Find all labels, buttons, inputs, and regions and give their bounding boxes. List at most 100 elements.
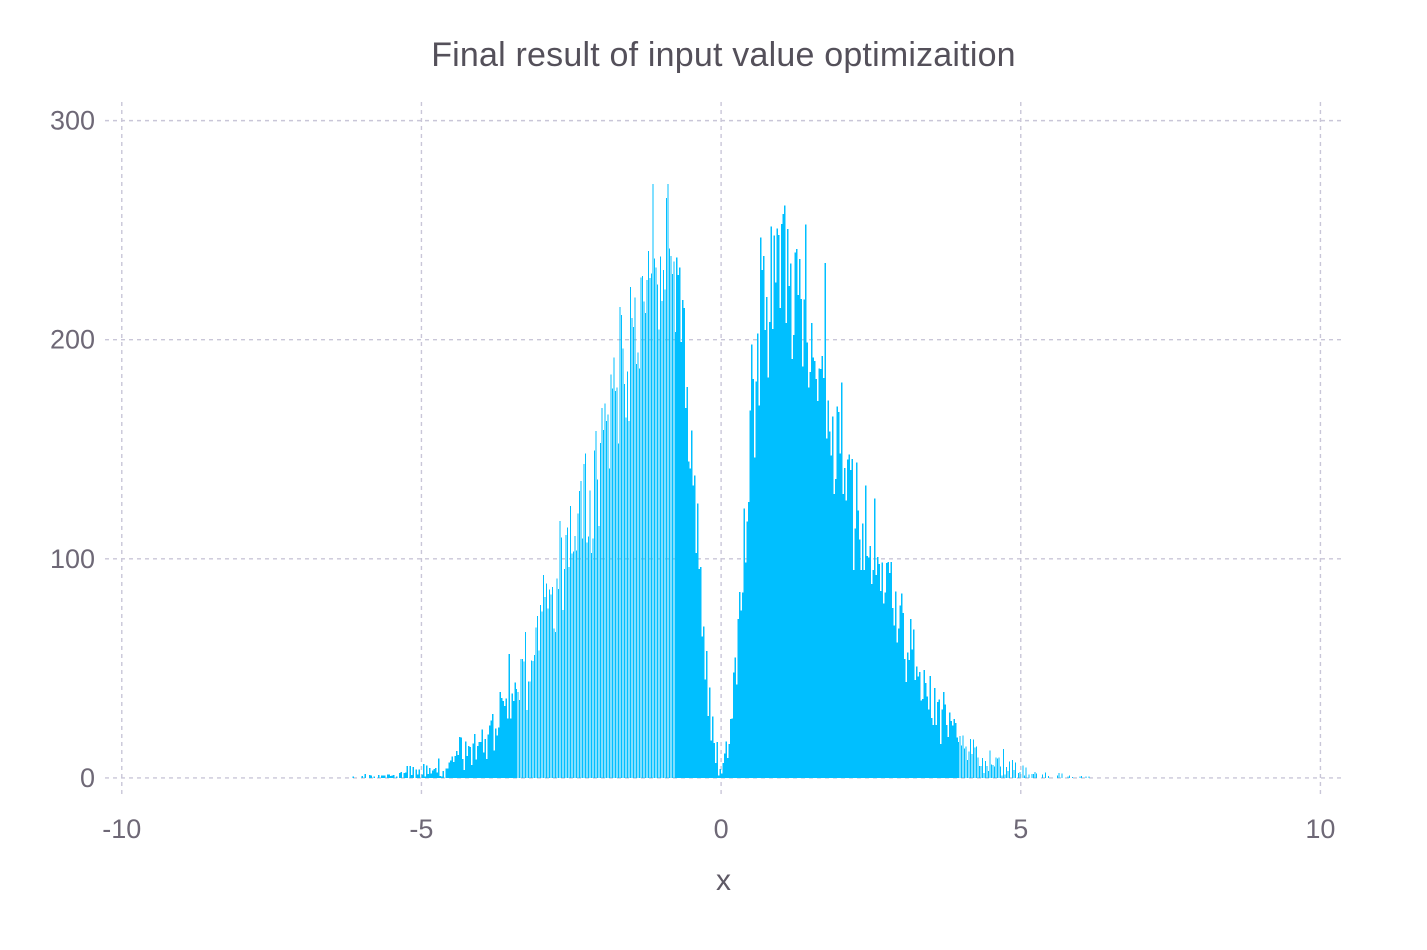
histogram-bar[interactable] [406,766,408,778]
histogram-bar[interactable] [926,696,928,778]
histogram-bar[interactable] [995,757,997,778]
histogram-bar[interactable] [617,443,620,778]
histogram-bar[interactable] [491,713,494,778]
histogram-bar[interactable] [863,569,865,778]
histogram-bar[interactable] [616,387,618,778]
histogram-bar[interactable] [352,776,354,778]
histogram-bar[interactable] [941,709,943,778]
histogram-bar[interactable] [479,742,482,778]
histogram-bar[interactable] [703,626,705,778]
histogram-bar[interactable] [530,660,533,778]
histogram-bar[interactable] [370,775,372,778]
histogram-bar[interactable] [400,772,402,778]
histogram-bar[interactable] [653,258,656,778]
histogram-bar[interactable] [872,569,874,778]
histogram-bar[interactable] [508,654,510,778]
histogram-bar[interactable] [814,361,816,778]
histogram-bar[interactable] [971,753,973,778]
histogram-bar[interactable] [571,553,573,778]
histogram-bar[interactable] [524,631,527,778]
histogram-bar[interactable] [677,275,680,778]
histogram-bar[interactable] [390,775,392,778]
histogram-bar[interactable] [438,758,440,778]
histogram-bar[interactable] [797,295,799,778]
histogram-bar[interactable] [569,505,572,778]
histogram-bar[interactable] [848,454,850,778]
histogram-bar[interactable] [451,756,453,778]
histogram-bar[interactable] [1047,775,1050,778]
histogram-bar[interactable] [494,728,497,778]
histogram-bar[interactable] [734,657,736,778]
histogram-bar[interactable] [794,252,796,778]
histogram-bar[interactable] [610,374,612,778]
histogram-bar[interactable] [388,774,390,778]
histogram-bar[interactable] [811,322,813,778]
histogram-bar[interactable] [1079,776,1081,778]
histogram-bar[interactable] [556,578,558,778]
histogram-bar[interactable] [457,755,459,778]
histogram-bar[interactable] [655,267,657,778]
histogram-bar[interactable] [551,587,554,778]
histogram-bar[interactable] [730,719,732,778]
histogram-bar[interactable] [686,387,689,778]
histogram-bar[interactable] [572,551,575,778]
histogram-bar[interactable] [751,344,753,778]
histogram-bar[interactable] [874,498,876,778]
histogram-bar[interactable] [450,760,452,778]
histogram-bar[interactable] [865,485,867,778]
histogram-bar[interactable] [589,490,591,778]
histogram-bar[interactable] [853,569,855,778]
histogram-bar[interactable] [736,684,738,778]
histogram-bar[interactable] [1023,775,1026,778]
histogram-bar[interactable] [900,593,903,778]
histogram-bar[interactable] [953,718,955,778]
histogram-bar[interactable] [563,569,566,778]
histogram-bar[interactable] [784,205,786,778]
histogram-bar[interactable] [518,700,521,778]
histogram-bar[interactable] [466,755,468,778]
histogram-bar[interactable] [986,766,988,778]
histogram-bar[interactable] [983,773,985,778]
histogram-bar[interactable] [782,214,784,778]
histogram-bar[interactable] [727,757,729,778]
histogram-bar[interactable] [713,743,716,778]
histogram-bar[interactable] [698,569,701,778]
histogram-bar[interactable] [842,494,844,778]
histogram-bar[interactable] [562,610,564,778]
histogram-bar[interactable] [1080,776,1083,778]
histogram-bar[interactable] [533,655,536,778]
histogram-bar[interactable] [884,592,886,778]
histogram-bar[interactable] [824,263,826,778]
histogram-bar[interactable] [812,357,814,778]
histogram-bar[interactable] [960,745,963,778]
histogram-bar[interactable] [752,379,754,778]
histogram-bar[interactable] [857,510,859,778]
histogram-bar[interactable] [880,591,882,778]
histogram-bar[interactable] [565,534,567,778]
histogram-bar[interactable] [992,764,994,778]
histogram-bar[interactable] [981,758,984,778]
histogram-bar[interactable] [990,764,993,778]
histogram-bar[interactable] [447,768,449,778]
histogram-bar[interactable] [748,501,750,778]
histogram-bar[interactable] [827,400,829,778]
histogram-bar[interactable] [755,381,757,778]
histogram-bar[interactable] [429,767,431,778]
histogram-bar[interactable] [808,387,810,778]
histogram-bar[interactable] [515,689,518,778]
histogram-bar[interactable] [706,650,708,778]
histogram-bar[interactable] [554,631,557,778]
histogram-bar[interactable] [568,567,570,778]
histogram-bar[interactable] [676,257,678,778]
histogram-bar[interactable] [384,775,386,778]
histogram-bar[interactable] [481,729,483,778]
histogram-bar[interactable] [643,301,645,778]
histogram-bar[interactable] [924,683,927,778]
histogram-bar[interactable] [584,453,587,778]
histogram-bar[interactable] [948,712,951,778]
histogram-bar[interactable] [998,757,1000,778]
histogram-bar[interactable] [806,342,808,778]
histogram-bar[interactable] [662,270,665,778]
histogram-bar[interactable] [599,443,602,778]
histogram-bar[interactable] [499,691,501,778]
